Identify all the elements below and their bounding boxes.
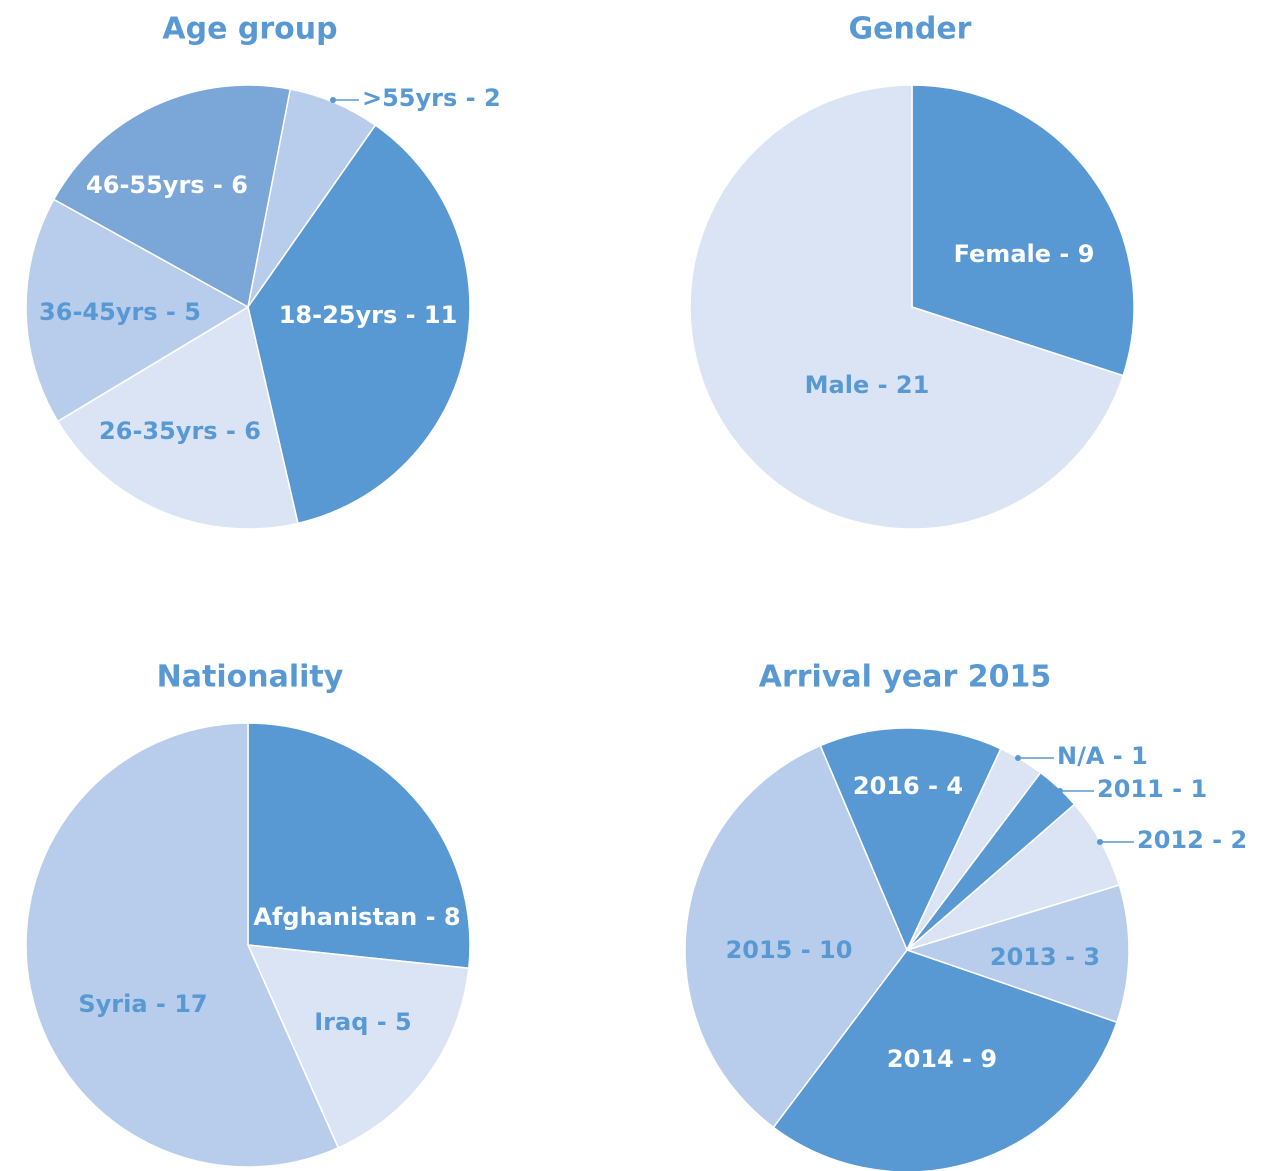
pie-slice xyxy=(689,84,1125,530)
pie-slice xyxy=(684,744,908,1129)
chart-title: Nationality xyxy=(157,660,344,695)
data-label: 2011 - 1 xyxy=(1097,775,1207,803)
data-label: Male - 21 xyxy=(805,371,930,399)
pie-slice xyxy=(247,124,471,525)
data-label: 36-45yrs - 5 xyxy=(39,298,201,326)
chart-title: Age group xyxy=(162,12,337,47)
data-label: 2016 - 4 xyxy=(853,772,963,800)
pie-slice xyxy=(52,84,292,309)
data-label: Syria - 17 xyxy=(78,990,207,1018)
data-label: Afghanistan - 8 xyxy=(253,903,460,931)
data-label: 18-25yrs - 11 xyxy=(279,301,458,329)
data-label: 2014 - 9 xyxy=(887,1045,997,1073)
chart-title: Gender xyxy=(849,12,972,47)
data-label: 46-55yrs - 6 xyxy=(86,171,248,199)
leader-dot xyxy=(1015,755,1021,761)
data-label: Female - 9 xyxy=(954,240,1095,268)
pie-slice xyxy=(772,949,1118,1171)
pie-slice xyxy=(56,305,299,530)
data-label: 26-35yrs - 6 xyxy=(99,417,261,445)
pie-slice xyxy=(904,884,1130,1024)
pie-slice xyxy=(247,88,377,308)
pie-slice xyxy=(911,84,1135,377)
pie-slice xyxy=(25,722,340,1168)
pie-slice xyxy=(246,944,470,1149)
data-label: Iraq - 5 xyxy=(314,1008,412,1036)
pie-slice xyxy=(819,727,1002,952)
pie-slice xyxy=(247,722,471,970)
data-label: >55yrs - 2 xyxy=(362,84,501,112)
data-label: 2012 - 2 xyxy=(1137,826,1247,854)
pie-slice xyxy=(25,198,250,423)
data-label: N/A - 1 xyxy=(1057,742,1148,770)
leader-dot xyxy=(1097,839,1103,845)
leader-dot xyxy=(1057,788,1063,794)
leader-dot xyxy=(330,97,336,103)
data-label: 2015 - 10 xyxy=(726,936,853,964)
data-label: 2013 - 3 xyxy=(990,943,1100,971)
chart-title: Arrival year 2015 xyxy=(759,660,1052,695)
